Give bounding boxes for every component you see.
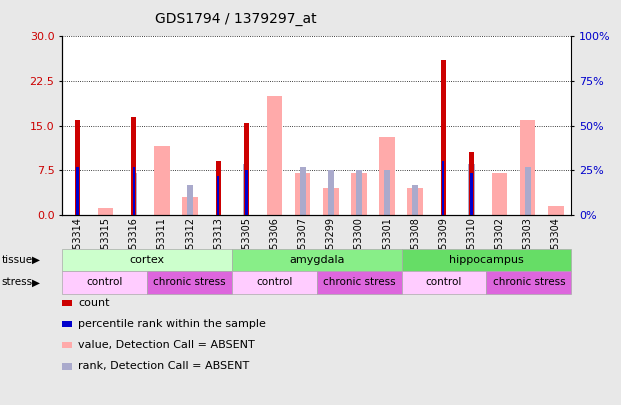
Bar [217,176,219,215]
Bar [442,161,445,215]
Text: chronic stress: chronic stress [153,277,225,288]
Bar [469,152,474,215]
Bar [356,170,362,215]
Text: ▶: ▶ [32,255,40,265]
Text: control: control [426,277,462,288]
Bar [245,170,248,215]
Bar [183,197,198,215]
Bar [520,119,535,215]
Bar [351,173,366,215]
Bar [131,117,137,215]
Bar [328,170,334,215]
Bar [407,188,423,215]
Bar [76,167,79,215]
Bar [98,207,114,215]
Bar [441,60,446,215]
Bar [525,167,531,215]
Bar [470,173,473,215]
Text: GDS1794 / 1379297_at: GDS1794 / 1379297_at [155,12,317,26]
Bar [154,146,170,215]
Text: tissue: tissue [1,255,32,265]
Bar [187,185,193,215]
Bar [215,161,221,215]
Bar [323,188,338,215]
Bar [75,119,80,215]
Bar [295,173,310,215]
Text: cortex: cortex [129,255,165,265]
Bar [384,170,390,215]
Text: value, Detection Call = ABSENT: value, Detection Call = ABSENT [78,340,255,350]
Bar [267,96,283,215]
Text: control: control [256,277,292,288]
Bar [133,167,135,215]
Bar [244,123,249,215]
Text: hippocampus: hippocampus [449,255,524,265]
Text: percentile rank within the sample: percentile rank within the sample [78,319,266,329]
Text: ▶: ▶ [32,277,40,288]
Text: count: count [78,298,110,308]
Bar [299,167,306,215]
Bar [412,185,419,215]
Text: chronic stress: chronic stress [492,277,565,288]
Bar [548,206,564,215]
Bar [379,137,395,215]
Text: stress: stress [1,277,32,288]
Bar [468,164,474,215]
Bar [492,173,507,215]
Text: chronic stress: chronic stress [323,277,396,288]
Bar [243,164,250,215]
Text: amygdala: amygdala [289,255,345,265]
Text: control: control [86,277,123,288]
Bar [131,173,137,215]
Text: rank, Detection Call = ABSENT: rank, Detection Call = ABSENT [78,361,250,371]
